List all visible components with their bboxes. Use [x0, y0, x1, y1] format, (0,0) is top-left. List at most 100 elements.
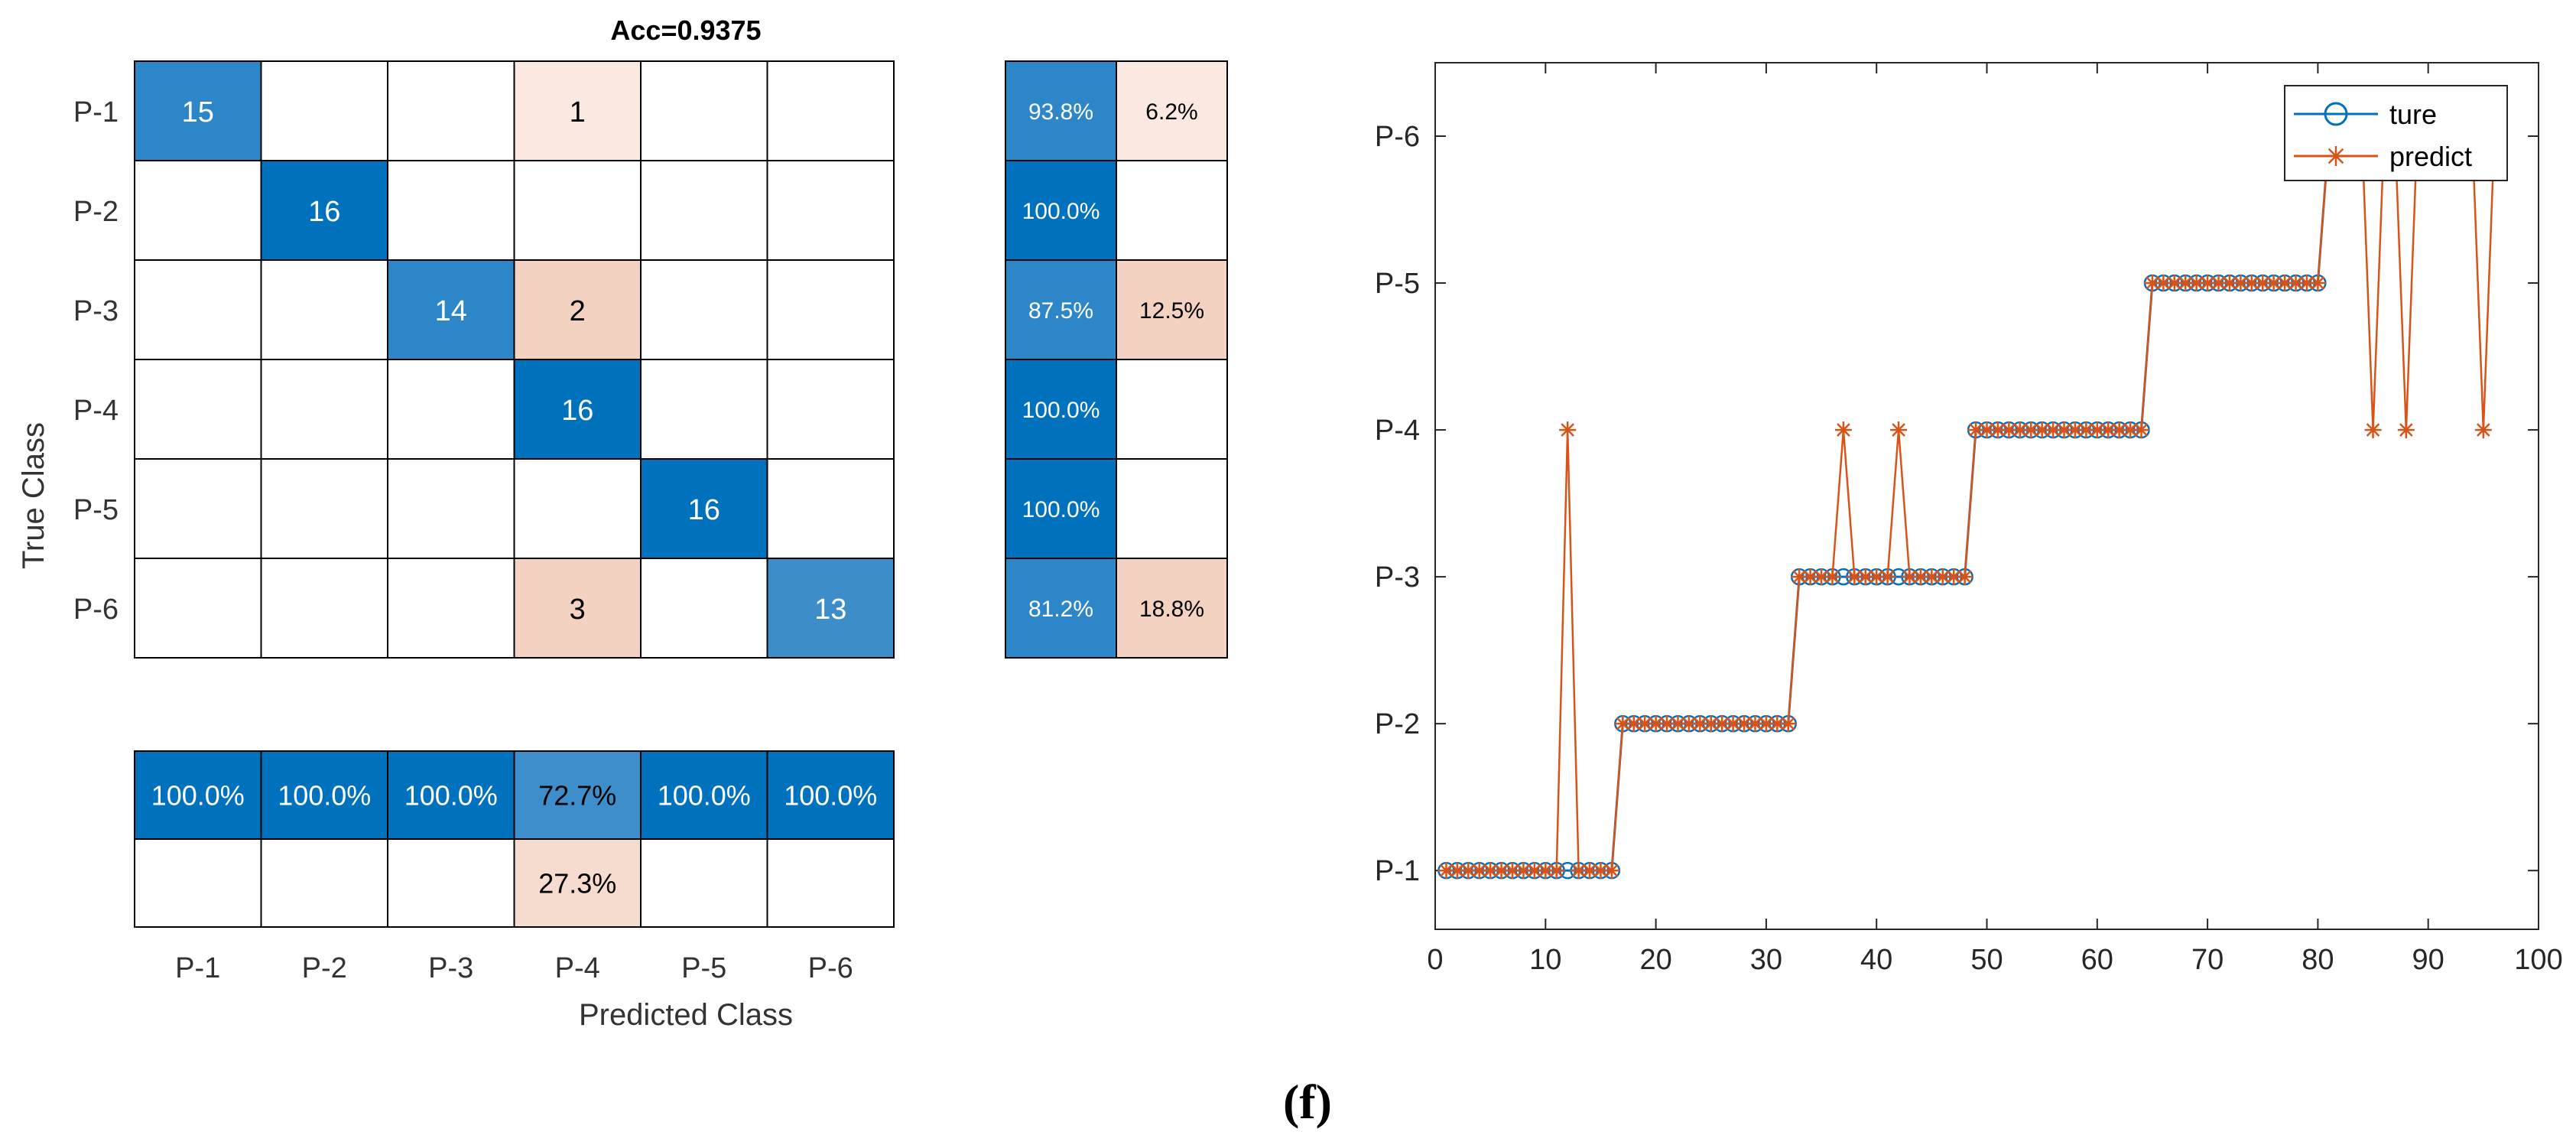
x-tick-label: 70 — [2191, 944, 2224, 976]
cm-cell-value: 2 — [570, 295, 586, 327]
column-summary-cells: 100.0% 100.0% 100.0% 72.7% 100.0% 100.0% 27.3% — [134, 750, 895, 928]
cm-cell-value: 16 — [561, 395, 593, 427]
data-point-predict — [2287, 275, 2305, 292]
column-summary-cell — [513, 838, 642, 928]
data-point-predict — [2033, 421, 2051, 439]
cm-cell — [766, 458, 895, 559]
series-line-predict — [1446, 135, 2496, 872]
y-tick-label: P-2 — [1375, 708, 1420, 740]
row-summary-value: 81.2% — [1028, 597, 1093, 622]
data-point-predict — [2397, 421, 2415, 439]
row-summary-cell — [1116, 160, 1228, 261]
cm-cell — [766, 558, 895, 659]
data-point-predict — [1824, 568, 1841, 586]
data-point-predict — [1559, 421, 1577, 439]
row-summary-cell — [1005, 558, 1117, 659]
cm-cell — [387, 359, 515, 460]
data-point-predict — [2309, 275, 2327, 292]
data-point-predict — [1515, 862, 1532, 880]
row-summary-value: 93.8% — [1028, 99, 1093, 125]
true-class-tick: P-1 — [73, 96, 119, 128]
data-point-predict — [2122, 421, 2139, 439]
data-point-predict — [2364, 421, 2382, 439]
cm-cell — [766, 259, 895, 360]
cm-cell — [640, 259, 768, 360]
cm-cell-value: 14 — [435, 295, 467, 327]
data-point-predict — [1856, 568, 1874, 586]
column-summary-cell — [766, 750, 895, 840]
cm-cell — [640, 60, 768, 161]
y-tick-label: P-6 — [1375, 121, 1420, 153]
legend-box — [2284, 85, 2508, 181]
legend-ture-label: ture — [2389, 99, 2437, 130]
cm-cell — [260, 160, 388, 261]
true-class-tick: P-2 — [73, 196, 119, 228]
figure-label: (f) — [1283, 1075, 1332, 1129]
true-class-tick-labels: P-1 P-2 P-3 P-4 P-5 P-6 — [73, 96, 119, 626]
cm-cell — [640, 160, 768, 261]
cm-cell-value: 16 — [308, 196, 340, 228]
data-point-predict — [1570, 862, 1587, 880]
x-tick-label: 10 — [1529, 944, 1561, 976]
data-point-predict — [2210, 275, 2227, 292]
row-summary-cell — [1005, 60, 1117, 161]
true-class-tick: P-3 — [73, 295, 119, 327]
legend-predict-star — [2326, 146, 2346, 166]
data-point-predict — [2133, 421, 2150, 439]
x-tick-label: 0 — [1427, 944, 1443, 976]
cm-cell — [513, 259, 642, 360]
y-tick-label: P-5 — [1375, 268, 1420, 300]
row-summary-cell — [1116, 359, 1228, 460]
data-point-predict — [1470, 862, 1488, 880]
legend-predict-label: predict — [2389, 141, 2472, 172]
data-point-predict — [1890, 421, 1908, 439]
data-point-predict — [1548, 862, 1565, 880]
cm-cell — [513, 558, 642, 659]
data-point-predict — [1669, 715, 1687, 733]
predicted-class-tick: P-1 — [175, 952, 220, 984]
x-tick-label: 20 — [1639, 944, 1671, 976]
legend-ture-marker — [2324, 102, 2348, 126]
predicted-class-tick: P-5 — [681, 952, 726, 984]
column-summary-cell — [640, 750, 768, 840]
cm-cell — [387, 160, 515, 261]
data-point-predict — [2045, 421, 2062, 439]
row-summary-cell — [1116, 60, 1228, 161]
cm-cell-value: 1 — [570, 96, 586, 128]
cm-cell — [260, 458, 388, 559]
cm-cell-value: 13 — [814, 594, 846, 626]
column-summary-cell — [640, 838, 768, 928]
data-point-predict — [2066, 421, 2084, 439]
data-point-predict — [1956, 568, 1973, 586]
cm-cell — [260, 259, 388, 360]
row-summary-cell — [1116, 458, 1228, 559]
row-summary-cell — [1116, 259, 1228, 360]
data-point-predict — [1603, 862, 1620, 880]
x-tick-label: 80 — [2302, 944, 2334, 976]
column-summary-value: 27.3% — [538, 868, 616, 899]
data-point-predict — [2177, 275, 2194, 292]
plot-area — [1434, 62, 2539, 930]
data-point-predict — [2077, 421, 2095, 439]
cm-cell — [766, 359, 895, 460]
row-summary-value: 12.5% — [1139, 298, 1204, 324]
true-class-tick: P-6 — [73, 594, 119, 626]
predicted-class-tick: P-4 — [555, 952, 600, 984]
cm-cell — [513, 160, 642, 261]
data-point-predict — [1813, 568, 1830, 586]
cm-cell-value: 3 — [570, 594, 586, 626]
cm-cell — [134, 60, 262, 161]
data-point-predict — [2232, 275, 2250, 292]
cm-cell — [513, 359, 642, 460]
data-point-predict — [1879, 568, 1896, 586]
y-tick-label: P-1 — [1375, 855, 1420, 887]
row-summary-cell — [1005, 458, 1117, 559]
row-summary-cells: 93.8% 6.2% 100.0% 87.5% 12.5% 100.0% 100.0% 81.… — [1005, 60, 1228, 659]
data-point-predict — [2474, 421, 2492, 439]
y-tick-label: P-3 — [1375, 561, 1420, 594]
x-tick-label: 40 — [1860, 944, 1892, 976]
cm-cell — [387, 60, 515, 161]
true-class-tick: P-4 — [73, 395, 119, 427]
cm-cell — [766, 60, 895, 161]
